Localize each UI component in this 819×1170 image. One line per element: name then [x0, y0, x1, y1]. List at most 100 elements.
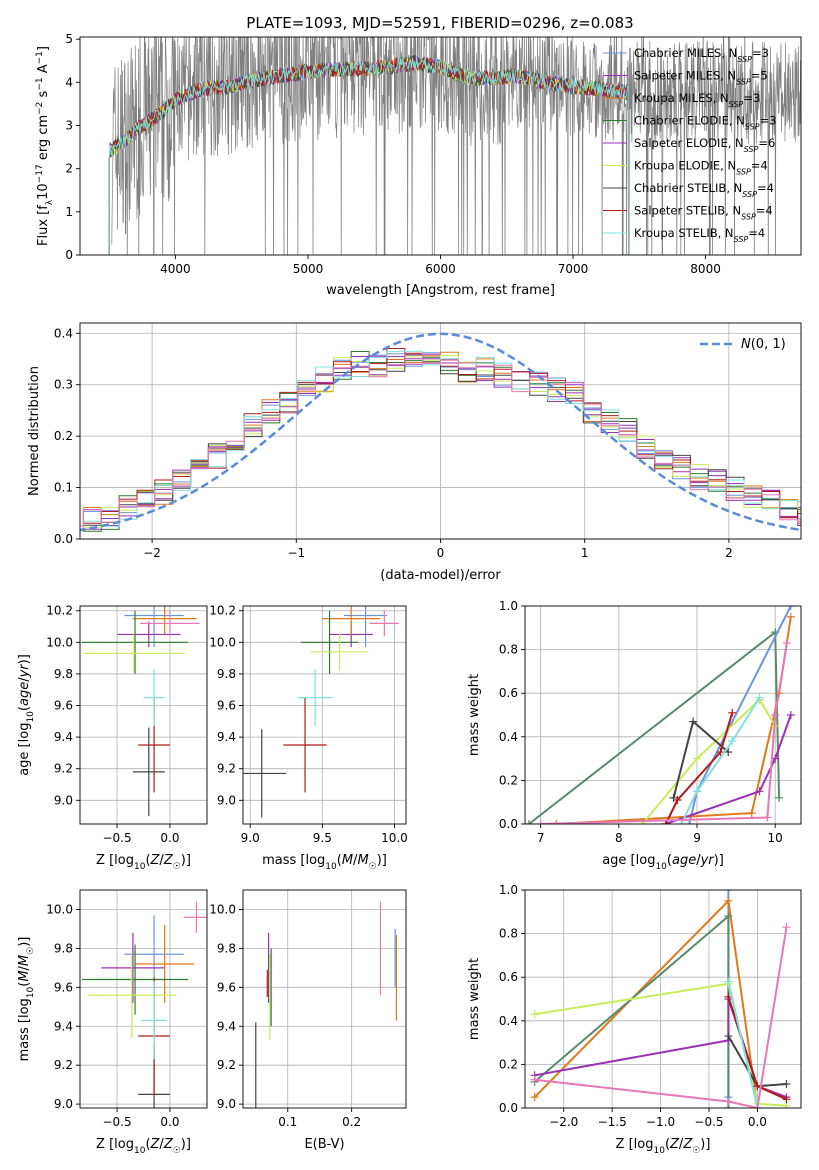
- x-axis-label: E(B-V): [304, 1137, 344, 1152]
- y-axis-label: age [log10(age/yr)]: [17, 654, 36, 776]
- mass_vs_Z-frame: [79, 889, 208, 1109]
- y-tick-label: 9.6: [54, 699, 73, 713]
- y-tick-label: 10.2: [209, 604, 236, 618]
- age_vs_Z-panel: −0.5 0.0 9.0 9.2 9.4 9.6 9.8 10.0 10.2: [46, 604, 208, 845]
- mass-weight-marker: [782, 923, 791, 932]
- residual-histogram: [80, 353, 801, 527]
- x-tick-label: 9.5: [313, 831, 332, 845]
- y-tick-label: 9.2: [54, 762, 73, 776]
- legend-label: Salpeter MILES, NSSP=5: [634, 69, 768, 87]
- x-tick-label: 5000: [293, 262, 324, 276]
- mass-weight-marker: [747, 809, 756, 818]
- mass-weight-line: [641, 698, 777, 824]
- mass-weight-marker: [724, 1032, 733, 1041]
- x-tick-label: 0: [437, 546, 445, 560]
- observed-spectrum: [111, 37, 801, 255]
- x-tick-label: −0.5: [694, 1115, 723, 1129]
- x-tick-label: 9.0: [241, 831, 260, 845]
- mass_vs_ebv-panel: 0.1 0.2 9.0 9.2 9.4 9.6 9.8 10.0: [209, 889, 407, 1129]
- y-tick-label: 9.4: [217, 1019, 236, 1033]
- mass-weight-line: [534, 926, 788, 1108]
- spectrum-plot-area: [108, 37, 801, 255]
- y-tick-label: 0.6: [499, 686, 518, 700]
- mass_vs_ebv-frame: [242, 889, 407, 1109]
- mass-weight-marker: [673, 796, 682, 805]
- y-tick-label: 3: [65, 118, 73, 132]
- y-axis-label: Flux [fλ10−17 erg cm−2 s−1 A−1]: [35, 46, 55, 246]
- mass-weight-marker: [786, 612, 795, 621]
- y-tick-label: 0.1: [54, 481, 73, 495]
- mass-weight-marker: [728, 708, 737, 717]
- x-tick-label: 0.0: [160, 1115, 179, 1129]
- mass-weight-line: [540, 642, 788, 824]
- y-tick-label: 9.0: [217, 1097, 236, 1111]
- residuals-plot-area: [80, 332, 801, 532]
- y-tick-label: 10.0: [46, 902, 73, 916]
- x-tick-label: 0.2: [342, 1115, 361, 1129]
- mass-weight-marker: [536, 820, 545, 824]
- legend-label: N(0, 1): [741, 337, 786, 352]
- mass-weight-marker: [552, 820, 561, 824]
- x-axis-label: age [log10(age/yr)]: [602, 853, 724, 872]
- y-tick-label: 9.0: [54, 1097, 73, 1111]
- y-tick-label: 5: [65, 32, 73, 46]
- y-tick-label: 1: [65, 205, 73, 219]
- y-tick-label: 9.8: [54, 667, 73, 681]
- mass-weight-marker: [782, 1080, 791, 1089]
- y-tick-label: 9.2: [54, 1058, 73, 1072]
- legend-label: Chabrier STELIB, NSSP=4: [634, 181, 774, 199]
- mass_vs_Z-panel: −0.5 0.0 9.0 9.2 9.4 9.6 9.8 10.0: [46, 889, 208, 1129]
- x-tick-label: 0.0: [160, 831, 179, 845]
- y-tick-label: 0.6: [499, 970, 518, 984]
- age_vs_Z-plot-area: [82, 606, 200, 817]
- massweight_vs_Z-plot-area: [530, 890, 791, 1108]
- mass-weight-line: [533, 898, 759, 1108]
- y-tick-label: 1.0: [499, 883, 518, 897]
- mass-weight-marker: [716, 748, 725, 757]
- x-tick-label: 10.0: [381, 831, 408, 845]
- y-tick-label: 9.8: [217, 941, 236, 955]
- y-tick-label: 9.8: [54, 941, 73, 955]
- age_vs_Z-frame: [79, 605, 208, 825]
- y-tick-label: 9.6: [217, 699, 236, 713]
- mass-weight-marker: [782, 1095, 791, 1104]
- age_vs_mass-panel: 9.0 9.5 10.0 9.0 9.2 9.4 9.6 9.8 10.0 10.2: [209, 604, 408, 845]
- y-tick-label: 4: [65, 75, 73, 89]
- massweight_vs_Z-panel: −2.0 −1.5 −1.0 −0.5 0.0 0.0 0.2 0.4 0.6 0.8 1.0: [499, 883, 802, 1129]
- age_vs_mass-plot-area: [243, 606, 399, 818]
- y-tick-label: 0.4: [499, 1014, 518, 1028]
- y-tick-label: 9.4: [217, 730, 236, 744]
- legend-label: Salpeter STELIB, NSSP=4: [634, 204, 773, 222]
- y-tick-label: 1.0: [499, 599, 518, 613]
- spectrum-panel: 4000 5000 6000 7000 8000 0 1 2 3 4 5 Chabrier MILES…: [65, 32, 802, 276]
- x-tick-label: 10: [768, 831, 783, 845]
- x-tick-label: −1: [287, 546, 305, 560]
- residuals-panel: −2 −1 0 1 2 0.0 0.1 0.2 0.3 0.4: [54, 322, 802, 560]
- legend-label: Chabrier MILES, NSSP=3: [634, 46, 769, 64]
- y-axis-label: mass weight: [467, 958, 482, 1040]
- x-tick-label: 8000: [690, 262, 721, 276]
- x-tick-label: −1.0: [646, 1115, 675, 1129]
- y-tick-label: 10.0: [209, 902, 236, 916]
- mass-weight-marker: [782, 639, 791, 648]
- y-tick-label: 0.2: [499, 773, 518, 787]
- mass-weight-marker: [689, 717, 698, 726]
- age_vs_mass-frame: [242, 605, 407, 825]
- mass-weight-marker: [786, 711, 795, 719]
- mass-weight-marker: [763, 813, 772, 822]
- x-tick-label: −0.5: [102, 1115, 131, 1129]
- mass-weight-marker: [530, 1075, 539, 1084]
- x-tick-label: −0.5: [102, 831, 131, 845]
- massweight_vs_age-panel: 7 8 9 10 0.0 0.2 0.4 0.6 0.8 1.0: [499, 599, 802, 845]
- x-tick-label: 0.0: [748, 1115, 767, 1129]
- y-tick-label: 9.0: [54, 793, 73, 807]
- figure-title: PLATE=1093, MJD=52591, FIBERID=0296, z=0…: [246, 14, 633, 32]
- x-tick-label: 9: [693, 831, 701, 845]
- mass-weight-marker: [677, 820, 686, 824]
- mass-weight-marker: [693, 787, 702, 796]
- mass-weight-marker: [724, 912, 733, 921]
- x-tick-label: 7000: [558, 262, 589, 276]
- y-tick-label: 0.8: [499, 927, 518, 941]
- y-tick-label: 0.2: [499, 1057, 518, 1071]
